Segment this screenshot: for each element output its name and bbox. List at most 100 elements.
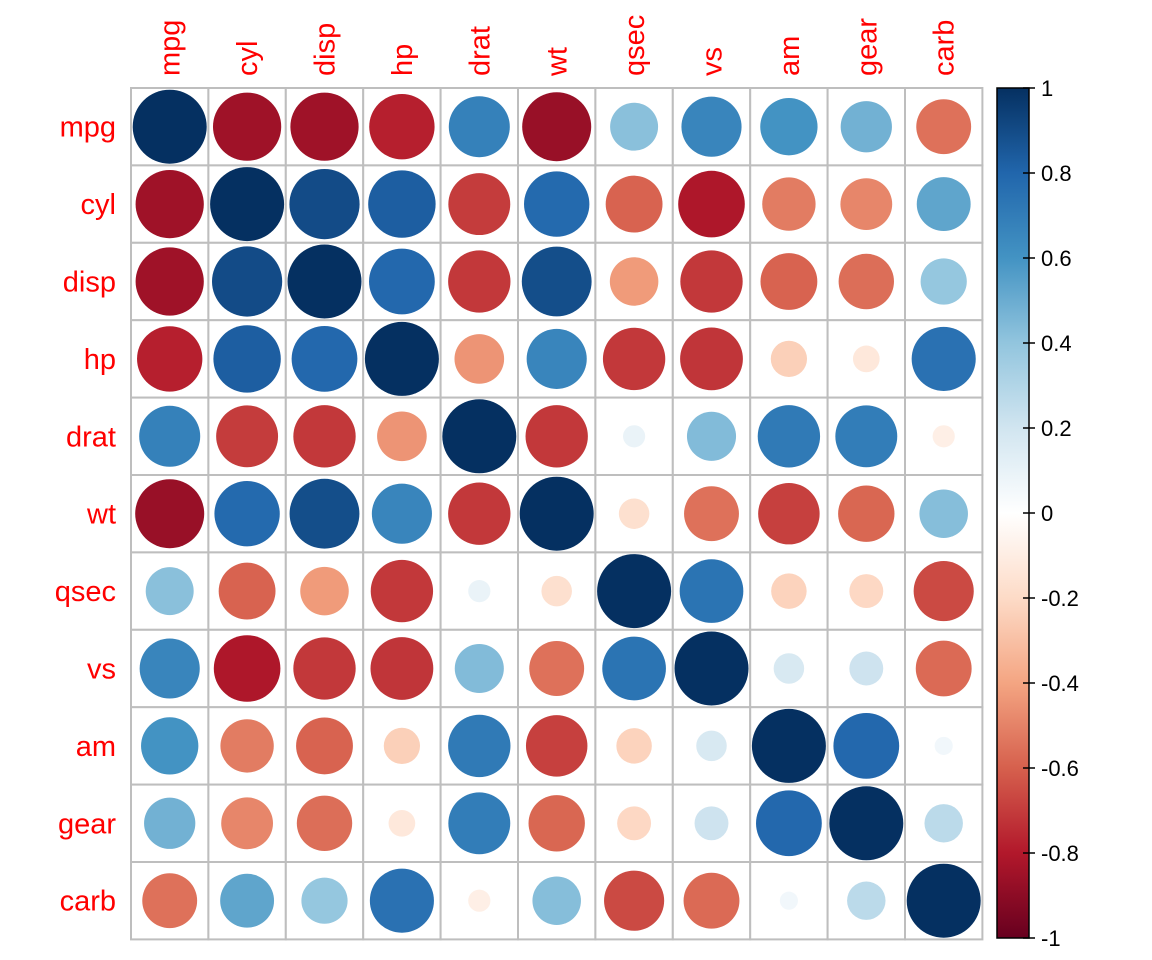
col-label-mpg: mpg <box>155 20 187 76</box>
col-label-gear: gear <box>851 18 883 76</box>
corr-circle-vs-carb <box>915 640 972 697</box>
col-label-vs: vs <box>697 47 729 76</box>
legend-tick-label: -1 <box>1041 926 1061 951</box>
corr-circle-vs-hp <box>370 637 434 700</box>
corr-circle-wt-vs <box>684 486 739 542</box>
corr-circle-mpg-am <box>760 98 818 156</box>
corr-circle-vs-qsec <box>602 636 666 701</box>
corr-circle-cyl-am <box>762 177 816 231</box>
corr-circle-cyl-gear <box>840 178 893 231</box>
corr-circle-carb-mpg <box>142 873 198 929</box>
row-label-cyl: cyl <box>81 189 116 221</box>
col-label-am: am <box>774 36 806 76</box>
corr-circle-qsec-gear <box>849 574 884 609</box>
corr-circle-drat-drat <box>442 399 517 474</box>
corr-circle-gear-disp <box>296 795 353 851</box>
row-label-hp: hp <box>84 344 116 376</box>
corr-circle-qsec-drat <box>468 580 491 603</box>
corr-circle-vs-mpg <box>139 638 200 699</box>
corr-circle-disp-qsec <box>609 257 659 306</box>
corr-circle-cyl-wt <box>524 171 590 237</box>
corr-circle-qsec-am <box>771 573 807 609</box>
row-label-am: am <box>76 731 116 763</box>
legend-tick-label: 1 <box>1041 76 1053 101</box>
corr-circle-drat-mpg <box>139 405 201 467</box>
legend-tick-label: -0.8 <box>1041 841 1079 866</box>
corr-circle-drat-disp <box>293 405 356 468</box>
corr-circle-wt-disp <box>289 478 360 549</box>
corr-circle-disp-drat <box>448 250 511 313</box>
legend-tick-label: 0.2 <box>1041 416 1072 441</box>
col-label-cyl: cyl <box>232 41 264 76</box>
corr-circle-drat-vs <box>686 411 737 461</box>
corr-circle-am-vs <box>696 730 727 762</box>
corr-circle-cyl-qsec <box>605 175 663 233</box>
corr-circle-disp-mpg <box>135 247 204 316</box>
corr-circle-mpg-vs <box>681 96 742 157</box>
corr-circle-disp-carb <box>920 258 967 305</box>
corr-circle-qsec-wt <box>541 575 572 607</box>
corr-circle-vs-drat <box>454 643 504 694</box>
col-label-qsec: qsec <box>619 15 651 76</box>
corr-circle-qsec-carb <box>913 561 974 622</box>
col-label-wt: wt <box>542 47 574 77</box>
corr-circle-cyl-mpg <box>135 169 204 239</box>
corr-circle-am-cyl <box>220 719 274 773</box>
color-legend: 1 0.8 0.6 0.4 0.2 0 -0.2 -0.4 -0.6 -0.8 -1 <box>996 76 1079 951</box>
row-label-mpg: mpg <box>60 112 116 144</box>
corr-circle-cyl-drat <box>448 173 511 236</box>
corr-circle-disp-cyl <box>211 246 283 317</box>
corr-circle-gear-hp <box>388 809 416 837</box>
corr-circle-disp-gear <box>838 253 894 310</box>
row-label-wt: wt <box>86 499 116 531</box>
corr-circle-disp-wt <box>521 246 592 317</box>
corr-circle-mpg-qsec <box>610 102 659 151</box>
corr-circle-qsec-qsec <box>597 554 672 629</box>
corr-circle-cyl-cyl <box>210 167 285 242</box>
corr-circle-mpg-disp <box>290 92 359 161</box>
corr-circle-qsec-mpg <box>145 567 194 616</box>
corr-circle-hp-qsec <box>602 327 666 391</box>
corr-circle-drat-cyl <box>216 405 279 468</box>
corr-circle-am-drat <box>448 714 511 778</box>
corr-circle-mpg-cyl <box>212 92 282 161</box>
legend-tick-label: 0.4 <box>1041 331 1072 356</box>
col-label-hp: hp <box>387 44 419 76</box>
corr-circle-gear-mpg <box>144 797 196 849</box>
corr-circle-wt-qsec <box>618 498 650 529</box>
row-label-qsec: qsec <box>55 576 116 608</box>
corr-circle-hp-am <box>770 340 808 378</box>
row-label-vs: vs <box>87 654 116 686</box>
corr-circle-mpg-drat <box>448 96 510 158</box>
corr-circle-carb-am <box>779 891 798 910</box>
corr-circle-gear-drat <box>448 792 511 855</box>
corr-circle-gear-cyl <box>221 797 273 850</box>
corr-circle-carb-disp <box>301 877 348 924</box>
row-label-carb: carb <box>60 886 116 918</box>
corr-circle-drat-carb <box>932 425 955 448</box>
corr-circle-carb-carb <box>906 863 981 938</box>
corr-circle-hp-mpg <box>137 326 203 392</box>
legend-tick-label: 0 <box>1041 501 1053 526</box>
corr-circle-qsec-disp <box>300 566 349 616</box>
corr-circle-disp-vs <box>680 250 743 313</box>
legend-tick-label: -0.6 <box>1041 756 1079 781</box>
corr-circle-cyl-hp <box>368 170 436 238</box>
corr-circle-wt-cyl <box>214 481 280 547</box>
corr-circle-gear-qsec <box>617 806 652 841</box>
corr-circle-drat-am <box>757 405 821 468</box>
corr-circle-carb-qsec <box>604 870 665 931</box>
corr-circle-carb-vs <box>683 872 740 929</box>
corr-circle-mpg-carb <box>916 99 972 155</box>
legend-tick-label: -0.2 <box>1041 586 1079 611</box>
corr-circle-am-gear <box>833 713 900 779</box>
corr-circle-gear-carb <box>924 804 963 843</box>
row-label-drat: drat <box>66 421 116 453</box>
corr-circle-disp-am <box>760 253 818 310</box>
corr-circle-carb-drat <box>468 889 491 912</box>
cell-layer <box>130 87 984 941</box>
row-labels: mpg cyl disp hp drat wt qsec vs am gear carb <box>55 112 117 918</box>
corr-circle-hp-wt <box>526 328 587 389</box>
corr-circle-mpg-hp <box>369 94 435 160</box>
